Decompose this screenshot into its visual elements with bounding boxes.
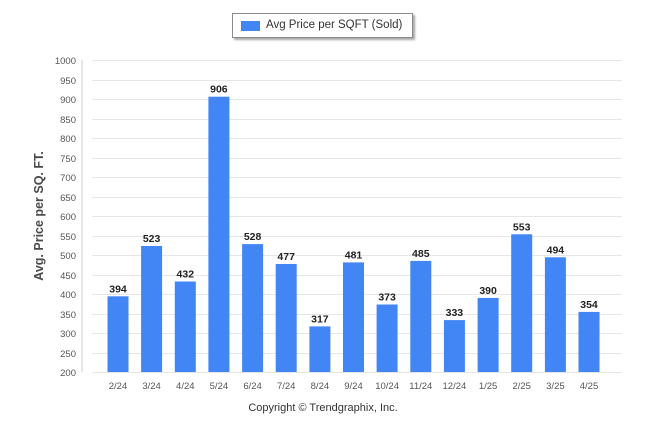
y-tick-label: 700 [60, 173, 76, 184]
legend-label: Avg Price per SQFT (Sold) [266, 19, 403, 31]
x-tick-label: 6/24 [243, 381, 262, 392]
bar [275, 264, 297, 372]
bar [309, 326, 331, 372]
x-tick-label: 12/24 [443, 381, 467, 392]
x-tick-label: 4/25 [580, 381, 599, 392]
y-tick-label: 200 [60, 368, 76, 379]
bar [544, 257, 566, 372]
bar [242, 244, 264, 372]
x-tick-label: 9/24 [344, 381, 363, 392]
bar-data-label: 333 [446, 307, 464, 319]
x-tick-label: 8/24 [311, 381, 330, 392]
bar-data-label: 494 [547, 244, 565, 256]
x-tick-label: 4/24 [176, 381, 195, 392]
bar [208, 96, 230, 372]
bar [174, 281, 196, 372]
x-tick-label: 10/24 [375, 381, 399, 392]
y-tick-label: 550 [60, 232, 76, 243]
y-axis-title: Avg. Price per SQ. FT. [32, 151, 46, 281]
y-tick-label: 600 [60, 212, 76, 223]
x-tick-label: 3/25 [546, 381, 565, 392]
bar-data-label: 485 [412, 248, 430, 260]
y-tick-label: 800 [60, 134, 76, 145]
x-tick-label: 3/24 [142, 381, 161, 392]
bar [107, 296, 129, 372]
bar-data-label: 373 [378, 292, 396, 304]
y-tick-label: 450 [60, 271, 76, 282]
bar-data-label: 481 [345, 249, 363, 261]
legend-swatch [241, 21, 260, 31]
y-tick-label: 950 [60, 76, 76, 87]
y-tick-label: 750 [60, 154, 76, 165]
bar-data-label: 553 [513, 221, 531, 233]
bar [578, 311, 600, 372]
x-tick-label: 5/24 [210, 381, 229, 392]
legend[interactable]: Avg Price per SQFT (Sold) [232, 13, 413, 38]
bar [443, 320, 465, 372]
y-tick-label: 350 [60, 310, 76, 321]
x-tick-label: 7/24 [277, 381, 296, 392]
bar-data-label: 906 [210, 84, 228, 96]
bar-data-label: 523 [143, 233, 161, 245]
x-tick-label: 2/25 [512, 381, 531, 392]
bar-data-label: 390 [479, 285, 497, 297]
bar-data-label: 317 [311, 313, 329, 325]
bar-data-label: 477 [277, 251, 295, 263]
bar [511, 234, 533, 372]
y-tick-label: 650 [60, 193, 76, 204]
copyright-text: Copyright © Trendgraphix, Inc. [248, 402, 398, 414]
y-tick-label: 300 [60, 329, 76, 340]
y-tick-label: 850 [60, 115, 76, 126]
bar-data-label: 354 [580, 299, 598, 311]
bar-data-label: 432 [177, 269, 195, 281]
y-tick-label: 900 [60, 95, 76, 106]
bar [410, 260, 432, 372]
bar [343, 262, 364, 372]
x-tick-label: 2/24 [109, 381, 128, 392]
x-tick-label: 1/25 [479, 381, 498, 392]
bar-data-label: 528 [244, 231, 262, 243]
y-tick-label: 500 [60, 251, 76, 262]
y-tick-label: 250 [60, 349, 76, 360]
bar [477, 297, 499, 372]
bar-data-label: 394 [109, 283, 127, 295]
y-tick-label: 400 [60, 290, 76, 301]
bar [141, 246, 163, 372]
x-tick-label: 11/24 [409, 381, 432, 392]
y-tick-label: 1000 [55, 56, 76, 67]
bar [376, 304, 398, 372]
